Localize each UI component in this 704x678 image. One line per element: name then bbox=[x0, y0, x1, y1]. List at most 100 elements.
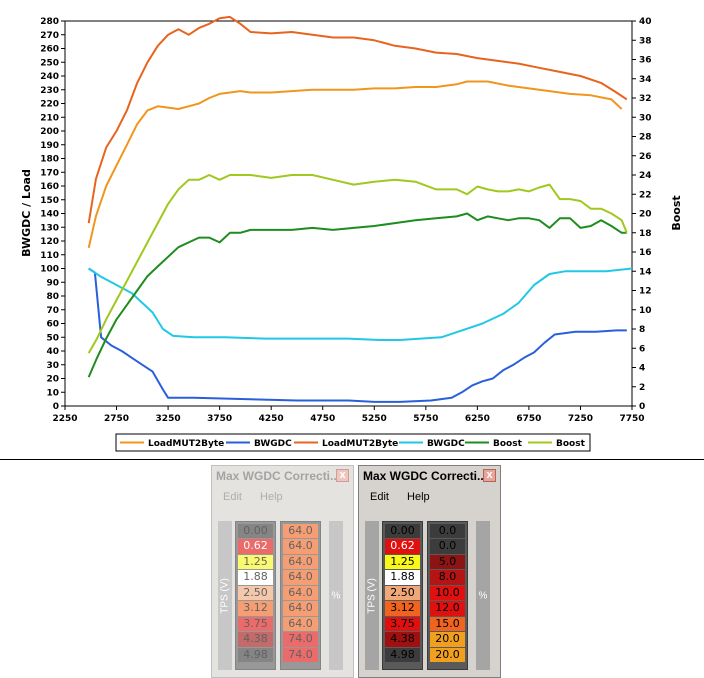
tps-cell: 4.98 bbox=[238, 647, 273, 663]
value-cell[interactable]: 20.0 bbox=[430, 647, 465, 663]
value-cell[interactable]: 0.0 bbox=[430, 524, 465, 539]
unit-label: % bbox=[329, 521, 343, 670]
window-title-text: Max WGDC Correcti... bbox=[216, 469, 341, 483]
legend-label: Boost bbox=[556, 439, 586, 449]
menu-help[interactable]: Help bbox=[260, 491, 283, 503]
legend-label: LoadMUT2Byte bbox=[148, 439, 224, 449]
tps-cell: 3.12 bbox=[238, 601, 273, 616]
value-cell[interactable]: 64.0 bbox=[283, 585, 318, 601]
legend-label: LoadMUT2Byte bbox=[322, 439, 398, 449]
y2-tick-label: 26 bbox=[639, 152, 652, 162]
y2-tick-label: 12 bbox=[639, 287, 652, 297]
tps-cell: 1.25 bbox=[385, 554, 420, 570]
x-tick-label: 2750 bbox=[104, 414, 129, 424]
y2-tick-label: 4 bbox=[639, 364, 645, 374]
y2-tick-label: 40 bbox=[639, 17, 652, 27]
chart-svg: 0102030405060708090100110120130140150160… bbox=[20, 15, 683, 452]
value-column: 64.0 64.0 64.0 64.0 64.0 64.0 64.0 74.0 74.0 bbox=[280, 521, 321, 670]
y-tick-label: 100 bbox=[40, 265, 59, 275]
max-wgdc-window-2[interactable]: Max WGDC Correcti... x Edit Help TPS (V)… bbox=[358, 465, 501, 678]
tps-cell: 2.50 bbox=[385, 585, 420, 601]
y-tick-label: 110 bbox=[40, 251, 59, 261]
menu-help[interactable]: Help bbox=[407, 491, 430, 503]
y-tick-label: 240 bbox=[40, 72, 59, 82]
legend-box bbox=[115, 433, 591, 452]
tps-cell: 1.25 bbox=[238, 554, 273, 570]
y-tick-label: 0 bbox=[53, 402, 59, 412]
series-lines bbox=[87, 15, 633, 403]
x-tick-label: 6750 bbox=[516, 414, 541, 424]
window-title[interactable]: Max WGDC Correcti... x bbox=[212, 466, 353, 486]
value-cell[interactable]: 64.0 bbox=[283, 616, 318, 632]
value-cell[interactable]: 12.0 bbox=[430, 601, 465, 616]
tps-axis-label: TPS (V) bbox=[365, 521, 379, 670]
y2-tick-label: 22 bbox=[639, 190, 652, 200]
y2-tick-label: 18 bbox=[639, 229, 652, 239]
value-cell[interactable]: 64.0 bbox=[283, 539, 318, 554]
value-cell[interactable]: 64.0 bbox=[283, 524, 318, 539]
y2-tick-label: 34 bbox=[639, 75, 652, 85]
y-tick-label: 270 bbox=[40, 31, 59, 41]
menu-bar: Edit Help bbox=[212, 486, 353, 508]
y2-tick-label: 32 bbox=[639, 94, 652, 104]
value-cell[interactable]: 0.0 bbox=[430, 539, 465, 554]
max-wgdc-window-1[interactable]: Max WGDC Correcti... x Edit Help TPS (V)… bbox=[211, 465, 354, 678]
legend: LoadMUT2Byte BWGDC LoadMUT2Byte BWGDC Boost B… bbox=[120, 439, 586, 449]
x-tick-label: 7250 bbox=[568, 414, 593, 424]
y2-tick-label: 36 bbox=[639, 56, 652, 66]
tps-cell: 4.38 bbox=[238, 632, 273, 647]
tps-cell: 3.12 bbox=[385, 601, 420, 616]
y-tick-label: 40 bbox=[46, 347, 59, 357]
series-line-1 bbox=[88, 267, 627, 403]
series-line-5 bbox=[87, 174, 628, 354]
y-tick-label: 120 bbox=[40, 237, 59, 247]
y-tick-label: 90 bbox=[46, 278, 59, 288]
tps-cell: 0.00 bbox=[238, 524, 273, 539]
unit-label: % bbox=[476, 521, 490, 670]
value-cell[interactable]: 64.0 bbox=[283, 570, 318, 585]
series-line-0 bbox=[87, 80, 623, 249]
tps-cell: 3.75 bbox=[238, 616, 273, 632]
value-column: 0.0 0.0 5.0 8.0 10.0 12.0 15.0 20.0 20.0 bbox=[427, 521, 468, 670]
y-tick-label: 70 bbox=[46, 306, 59, 316]
y-tick-label: 30 bbox=[46, 361, 59, 371]
tps-cell: 0.62 bbox=[238, 539, 273, 554]
y2-tick-label: 2 bbox=[639, 383, 645, 393]
close-icon[interactable]: x bbox=[336, 469, 349, 482]
menu-edit[interactable]: Edit bbox=[370, 491, 389, 503]
y-axis-title: BWGDC / Load bbox=[20, 169, 33, 257]
value-cell[interactable]: 15.0 bbox=[430, 616, 465, 632]
value-cell[interactable]: 8.0 bbox=[430, 570, 465, 585]
y2-tick-label: 28 bbox=[639, 133, 652, 143]
value-cell[interactable]: 64.0 bbox=[283, 554, 318, 570]
value-cell[interactable]: 10.0 bbox=[430, 585, 465, 601]
tps-column: 0.00 0.62 1.25 1.88 2.50 3.12 3.75 4.38 4.98 bbox=[382, 521, 423, 670]
y-tick-label: 50 bbox=[46, 333, 59, 343]
close-icon[interactable]: x bbox=[483, 469, 496, 482]
y-tick-label: 20 bbox=[46, 375, 59, 385]
y2-tick-label: 38 bbox=[639, 36, 652, 46]
window-title[interactable]: Max WGDC Correcti... x bbox=[359, 466, 500, 486]
y-tick-label: 250 bbox=[40, 58, 59, 68]
series-line-3 bbox=[88, 267, 633, 341]
tps-cell: 1.88 bbox=[385, 570, 420, 585]
y-tick-label: 140 bbox=[40, 210, 59, 220]
y2-tick-label: 20 bbox=[639, 210, 652, 220]
value-cell[interactable]: 5.0 bbox=[430, 554, 465, 570]
y-tick-label: 170 bbox=[40, 168, 59, 178]
y2-tick-label: 24 bbox=[639, 171, 652, 181]
menu-bar: Edit Help bbox=[359, 486, 500, 508]
y-tick-label: 190 bbox=[40, 141, 59, 151]
y-tick-label: 80 bbox=[46, 292, 59, 302]
tps-cell: 4.38 bbox=[385, 632, 420, 647]
y2-tick-label: 30 bbox=[639, 113, 652, 123]
y-tick-label: 280 bbox=[40, 17, 59, 27]
value-cell[interactable]: 74.0 bbox=[283, 632, 318, 647]
menu-edit[interactable]: Edit bbox=[223, 491, 242, 503]
value-cell[interactable]: 20.0 bbox=[430, 632, 465, 647]
y-tick-label: 130 bbox=[40, 223, 59, 233]
y-tick-label: 10 bbox=[46, 388, 59, 398]
value-cell[interactable]: 64.0 bbox=[283, 601, 318, 616]
value-cell[interactable]: 74.0 bbox=[283, 647, 318, 663]
tps-axis-label-text: TPS (V) bbox=[219, 577, 231, 614]
